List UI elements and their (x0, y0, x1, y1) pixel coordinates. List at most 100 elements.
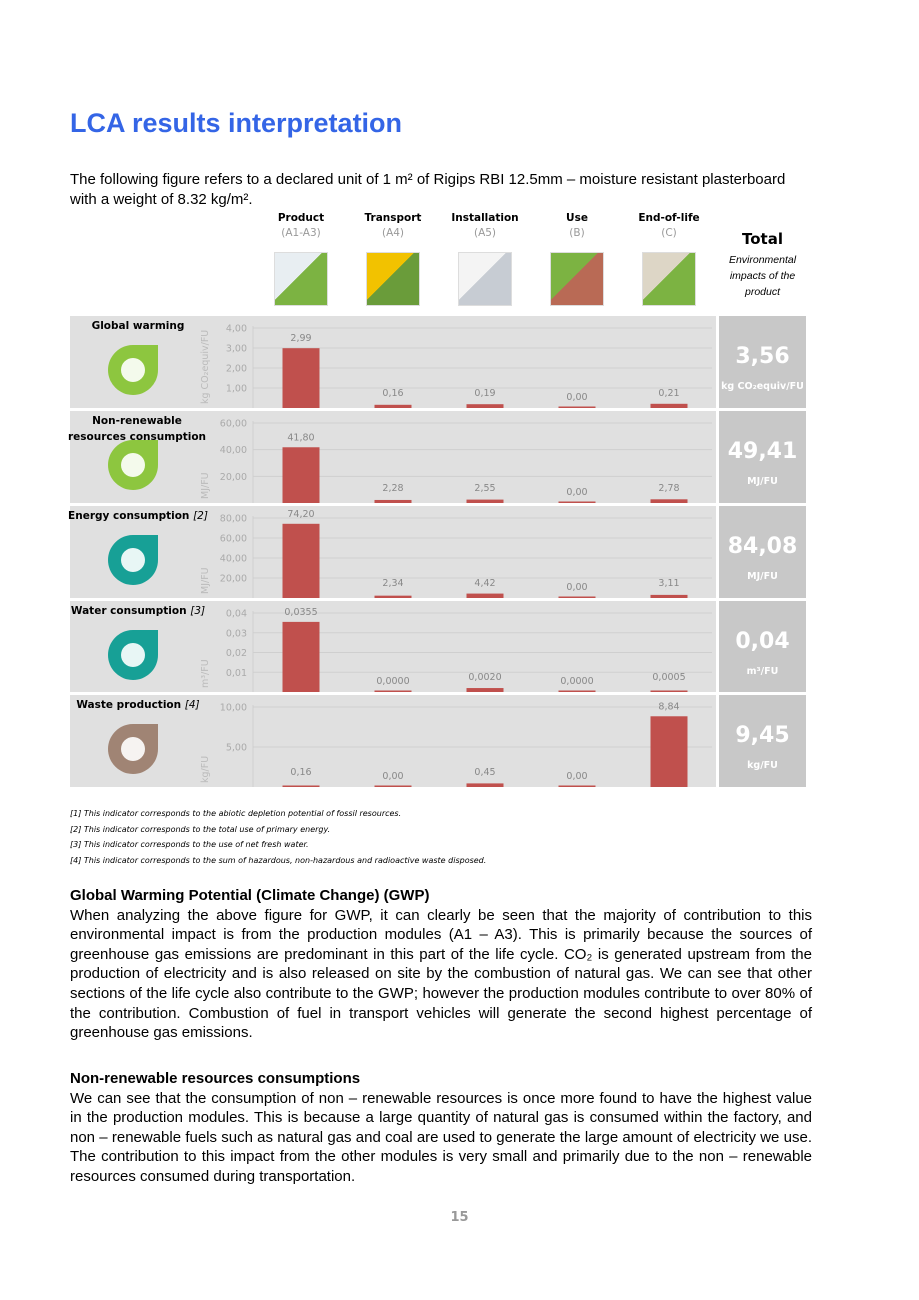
row-title: Energy consumption [2] (63, 508, 213, 524)
total-box: 84,08 MJ/FU (719, 506, 806, 598)
bar (374, 595, 412, 598)
bar-value-label: 0,00 (566, 392, 587, 403)
stage-code: (A1-A3) (281, 227, 321, 239)
section-body: When analyzing the above figure for GWP,… (70, 906, 812, 1042)
total-box: 9,45 kg/FU (719, 695, 806, 787)
stage-label: Product (277, 212, 325, 224)
total-description: Environmental impacts of the product (728, 254, 797, 298)
total-unit: kg/FU (747, 760, 778, 771)
y-axis-label: m³/FU (200, 659, 211, 688)
indicator-name: Non-renewable resources consumption (67, 415, 207, 443)
y-tick-label: 2,00 (226, 364, 247, 375)
bar-value-label: 0,19 (474, 388, 495, 399)
row-title: Non-renewable resources consumption [1] (62, 413, 212, 461)
y-tick-label: 5,00 (226, 743, 247, 754)
y-tick-label: 0,03 (226, 628, 247, 639)
impact-row (70, 695, 716, 787)
impact-row (70, 411, 716, 503)
y-axis-label: MJ/FU (200, 567, 211, 594)
oil-barrel-icon (108, 535, 158, 585)
stage-code: (C) (661, 227, 677, 239)
indicator-name: Waste production (76, 699, 182, 711)
row-title: Waste production [4] (63, 697, 213, 713)
total-value: 0,04 (735, 629, 790, 654)
footnote: [1] This indicator corresponds to the ab… (70, 809, 402, 818)
total-value: 84,08 (727, 534, 798, 559)
bar-value-label: 4,42 (474, 578, 495, 589)
landfill-image (642, 252, 696, 306)
bar (374, 785, 412, 787)
total-unit: kg CO₂equiv/FU (721, 381, 804, 392)
y-tick-label: 4,00 (226, 324, 247, 335)
total-box: 49,41 MJ/FU (719, 411, 806, 503)
page-title: LCA results interpretation (70, 108, 403, 138)
installation-image (458, 252, 512, 306)
bar (558, 406, 596, 408)
total-box: 3,56 kg CO₂equiv/FU (719, 316, 806, 408)
bar-value-label: 0,0005 (652, 672, 685, 683)
stage-code: (A4) (381, 227, 405, 239)
bar (466, 688, 504, 692)
indicator-name: Energy consumption (68, 510, 190, 522)
y-axis-label: MJ/FU (200, 472, 211, 499)
section-heading: Non-renewable resources consumptions (70, 1070, 361, 1087)
y-tick-label: 0,02 (226, 648, 247, 659)
gwp-section: Global Warming Potential (Climate Change… (70, 886, 812, 1043)
stage-code: (B) (569, 227, 585, 239)
stage-header: End-of-life (C) (624, 212, 714, 239)
stage-label: Transport (364, 212, 422, 224)
y-axis-label: kg/FU (200, 756, 211, 783)
bar (374, 690, 412, 692)
total-unit: MJ/FU (747, 571, 778, 582)
footnote: [3] This indicator corresponds to the us… (70, 840, 309, 849)
footnote-ref: [3] (190, 605, 206, 617)
y-tick-label: 60,00 (220, 534, 247, 545)
bar-value-label: 2,99 (290, 333, 311, 344)
impact-row (70, 506, 716, 598)
impact-charts: 1,00 2,00 3,00 4,00 kg CO₂equiv/FU 2,99 0,16 0,… (200, 324, 712, 787)
y-tick-label: 20,00 (220, 574, 247, 585)
row-title: Water consumption [3] (63, 603, 213, 619)
bar-value-label: 2,34 (382, 578, 403, 589)
bar-value-label: 0,00 (382, 771, 403, 782)
bar (282, 523, 320, 598)
hazard-bin-icon (108, 724, 158, 774)
bar-value-label: 2,55 (474, 483, 495, 494)
footnote-ref: [2] (193, 510, 208, 522)
bar (282, 447, 320, 503)
row-title: Global warming (63, 318, 213, 334)
bar-value-label: 2,28 (382, 483, 403, 494)
bar (282, 348, 320, 408)
bar-value-label: 0,0000 (376, 676, 409, 687)
y-tick-label: 60,00 (220, 419, 247, 430)
intro-text: The following figure refers to a declare… (70, 171, 786, 208)
bar-value-label: 3,11 (658, 578, 679, 589)
bar-value-label: 2,78 (658, 483, 679, 494)
bar-value-label: 41,80 (287, 432, 314, 443)
bar-value-label: 0,00 (566, 771, 587, 782)
globe-mining-icon (108, 440, 158, 490)
bar (558, 690, 596, 692)
bar-value-label: 0,16 (290, 767, 311, 778)
bar-value-label: 0,0020 (468, 672, 501, 683)
footnote: [4] This indicator corresponds to the su… (70, 855, 487, 865)
footnotes: [1] This indicator corresponds to the ab… (70, 806, 486, 868)
total-value: 9,45 (735, 723, 790, 748)
bar (650, 594, 688, 598)
impact-row (70, 316, 716, 408)
section-body: We can see that the consumption of non –… (70, 1089, 812, 1185)
total-unit: MJ/FU (747, 476, 778, 487)
section-heading: Global Warming Potential (Climate Change… (70, 887, 430, 904)
y-tick-label: 3,00 (226, 344, 247, 355)
total-unit: m³/FU (746, 666, 779, 677)
bar-value-label: 0,16 (382, 388, 403, 399)
footnote: [2] This indicator corresponds to the to… (70, 824, 331, 834)
bar (374, 499, 412, 503)
truck-image (366, 252, 420, 306)
y-tick-label: 20,00 (220, 472, 247, 483)
stage-header: Transport (A4) (348, 212, 438, 239)
bar (466, 783, 504, 787)
stage-header: Use (B) (532, 212, 622, 239)
bar (282, 621, 320, 692)
stage-label: Installation (451, 212, 519, 224)
